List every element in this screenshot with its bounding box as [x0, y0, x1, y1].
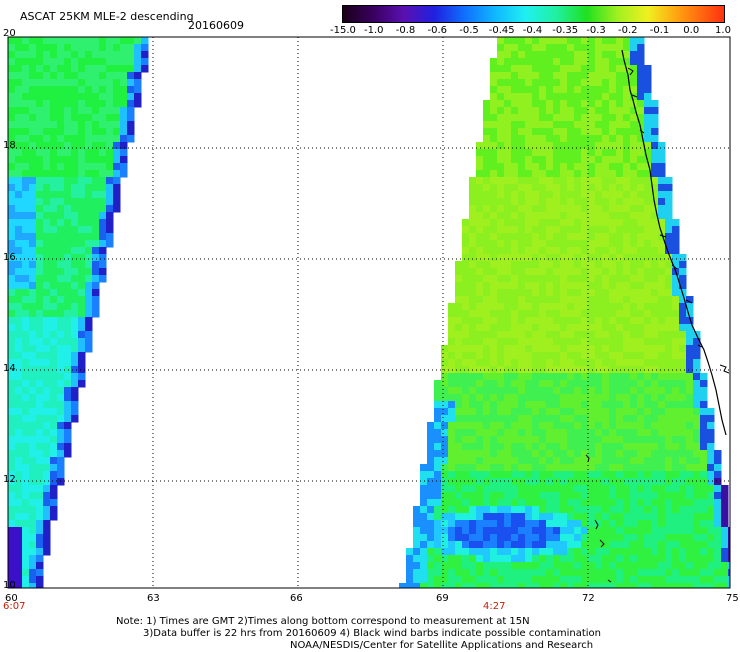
coast-detail — [627, 67, 730, 374]
footer-credit: NOAA/NESDIS/Center for Satellite Applica… — [290, 640, 594, 651]
colorbar-label: -0.8 — [395, 25, 416, 36]
lat-label-14: 14 — [3, 363, 16, 374]
colorbar-label: -0.35 — [552, 25, 579, 36]
lat-label-20: 20 — [3, 28, 16, 39]
colorbar-label: -15.0 — [330, 25, 356, 36]
footer-note-1: Note: 1) Times are GMT 2)Times along bot… — [116, 616, 530, 627]
colorbar-label: -0.5 — [459, 25, 479, 36]
colorbar-label: -0.2 — [617, 25, 638, 36]
coastline — [621, 49, 727, 436]
time-label-right: 4:27 — [483, 601, 506, 612]
lon-label-60: 60 — [5, 593, 18, 604]
lon-label-75: 75 — [726, 593, 739, 604]
lat-label-16: 16 — [3, 252, 16, 263]
colorbar-label: -0.3 — [586, 25, 606, 36]
time-label-left: 6:07 — [3, 601, 26, 612]
colorbar-label: 0.0 — [683, 25, 700, 36]
lat-label-12: 12 — [3, 474, 16, 485]
colorbar-label: -0.6 — [427, 25, 447, 36]
lat-label-10: 10 — [3, 580, 16, 591]
colorbar-label: -0.45 — [488, 25, 515, 36]
map-title: ASCAT 25KM MLE-2 descending — [20, 10, 194, 23]
colorbar-label: -0.4 — [522, 25, 543, 36]
lat-label-18: 18 — [3, 140, 16, 151]
lon-label-63: 63 — [147, 593, 160, 604]
lon-label-66: 66 — [290, 593, 303, 604]
colorbar-label: -0.1 — [649, 25, 670, 36]
colorbar-label: 1.0 — [715, 25, 731, 36]
map-date: 20160609 — [188, 19, 244, 32]
plot-frame — [7, 36, 731, 589]
island — [585, 454, 612, 583]
footer-note-2: 3)Data buffer is 22 hrs from 20160609 4)… — [143, 628, 601, 639]
colorbar-label: -1.0 — [363, 25, 384, 36]
colorbar — [342, 5, 725, 23]
lon-label-72: 72 — [582, 593, 595, 604]
lon-label-69: 69 — [436, 593, 449, 604]
